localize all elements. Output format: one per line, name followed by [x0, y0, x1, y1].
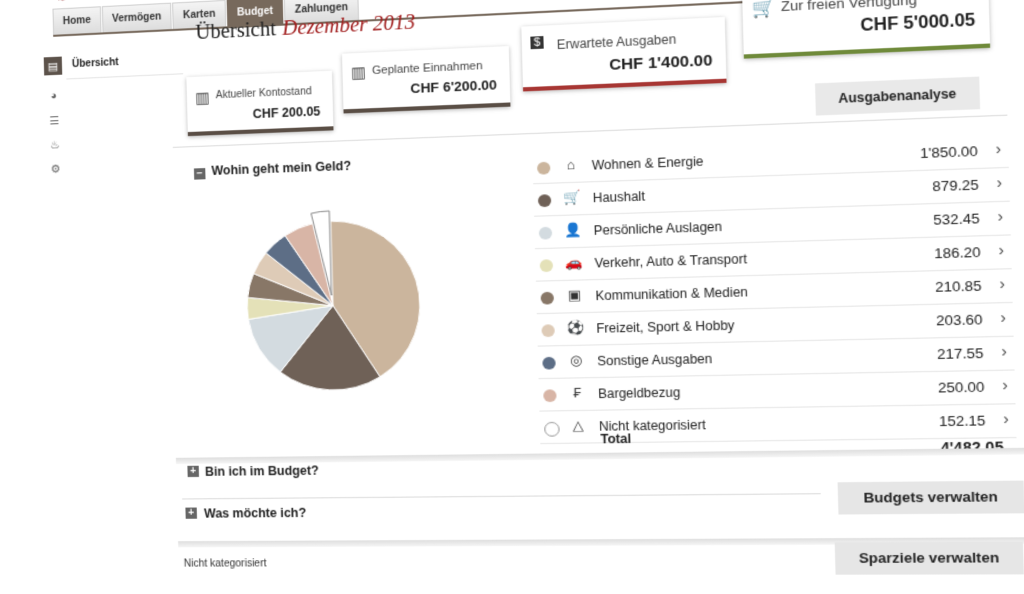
misc-icon: ◎	[567, 352, 585, 369]
available-value: CHF 5'000.05	[860, 12, 975, 37]
footer-text: Nicht kategorisiert	[184, 558, 267, 569]
pie-icon[interactable]: ◕	[44, 87, 63, 106]
income-label: Geplante Einnahmen	[372, 60, 483, 77]
category-name: Haushalt	[593, 189, 646, 205]
sidebar-item-label[interactable]: Übersicht	[72, 57, 119, 70]
chevron-right-icon[interactable]: ›	[999, 275, 1005, 293]
chevron-right-icon[interactable]: ›	[1003, 410, 1009, 428]
cart-icon: 🛒	[563, 189, 581, 206]
section-band	[176, 448, 1024, 464]
income-value: CHF 6'200.00	[410, 77, 497, 96]
category-amount: 1'850.00	[920, 143, 978, 161]
sidebar-divider	[66, 73, 183, 79]
balance-value: CHF 200.05	[253, 104, 321, 121]
house-icon: ⌂	[562, 156, 580, 172]
category-name: Wohnen & Energie	[592, 154, 704, 173]
manage-savings-button[interactable]: Sparziele verwalten	[835, 542, 1024, 575]
total-label: Total	[600, 431, 631, 446]
category-color-dot	[541, 292, 554, 305]
category-color-dot	[540, 259, 553, 272]
chevron-right-icon[interactable]: ›	[1002, 376, 1008, 394]
category-list: ⌂ Wohnen & Energie 1'850.00 › 🛒 Haushalt 879.2…	[532, 134, 1016, 444]
expense-pie-chart	[231, 189, 437, 400]
chevron-right-icon[interactable]: ›	[996, 174, 1002, 192]
category-color-dot	[537, 162, 550, 175]
expand-icon[interactable]: +	[185, 508, 197, 519]
list-icon[interactable]: ☰	[45, 111, 64, 130]
section-want-title[interactable]: Was möchte ich?	[204, 506, 306, 521]
category-color-dot	[539, 227, 552, 240]
balance-label: Aktueller Kontostand	[216, 86, 312, 101]
available-card: 🛒 Zur freien Verfügung CHF 5'000.05	[742, 0, 990, 59]
category-name: Verkehr, Auto & Transport	[594, 252, 747, 271]
gear-icon[interactable]: ⚙	[46, 159, 65, 178]
section-where-title[interactable]: Wohin geht mein Geld?	[211, 159, 351, 178]
category-amount: 217.55	[937, 345, 984, 362]
category-amount: 152.15	[939, 412, 986, 429]
expenses-card: $ Erwartete Ausgaben CHF 1'400.00	[521, 17, 726, 92]
car-icon: 🚗	[565, 254, 583, 271]
sidebar: ▤ Übersicht ◕ ☰ ♨ ⚙	[44, 51, 193, 319]
chevron-right-icon[interactable]: ›	[997, 207, 1003, 225]
chevron-right-icon[interactable]: ›	[998, 241, 1004, 259]
dollar-icon: $	[530, 36, 544, 49]
person-icon: 👤	[564, 222, 582, 239]
category-amount: 879.25	[932, 177, 979, 195]
ball-icon: ⚽	[566, 319, 584, 336]
overview-icon[interactable]: ▤	[44, 57, 63, 76]
media-icon: ▣	[566, 287, 584, 304]
analysis-button[interactable]: Ausgabenanalyse	[815, 77, 980, 116]
category-color-dot	[542, 357, 555, 370]
category-amount: 532.45	[933, 210, 980, 228]
chevron-right-icon[interactable]: ›	[1001, 342, 1007, 360]
available-label: Zur freien Verfügung	[781, 0, 917, 14]
bank-logo: ❧	[57, 0, 67, 5]
section-divider	[182, 493, 821, 499]
category-amount: 210.85	[935, 278, 982, 295]
income-icon: ▥	[351, 63, 366, 82]
category-name: Kommunikation & Medien	[595, 285, 748, 304]
balance-card: ▥ Aktueller Kontostand CHF 200.05	[186, 71, 333, 136]
category-name: Bargeldbezug	[598, 385, 680, 401]
coins-icon: ▥	[195, 88, 210, 107]
category-color-dot	[544, 422, 560, 437]
cart-icon: 🛒	[751, 0, 776, 20]
chevron-right-icon[interactable]: ›	[1000, 309, 1006, 327]
expenses-label: Erwartete Ausgaben	[557, 32, 677, 52]
category-name: Sonstige Ausgaben	[597, 352, 712, 369]
page-title-text: Übersicht	[195, 18, 276, 44]
category-amount: 250.00	[938, 379, 985, 396]
category-color-dot	[538, 194, 551, 207]
chevron-right-icon[interactable]: ›	[995, 140, 1001, 158]
category-amount: 186.20	[934, 244, 981, 262]
section-budget-title[interactable]: Bin ich im Budget?	[205, 463, 319, 479]
piggy-icon[interactable]: ♨	[46, 135, 65, 154]
tab-home[interactable]: Home	[52, 6, 101, 36]
cone-icon: △	[569, 417, 587, 434]
cash-icon: ₣	[568, 385, 586, 401]
category-color-dot	[543, 389, 556, 402]
category-name: Freizeit, Sport & Hobby	[596, 318, 735, 336]
category-color-dot	[541, 324, 554, 337]
expenses-value: CHF 1'400.00	[609, 52, 713, 75]
manage-budgets-button[interactable]: Budgets verwalten	[838, 481, 1024, 515]
expand-icon[interactable]: +	[187, 466, 199, 477]
category-amount: 203.60	[936, 311, 983, 328]
collapse-icon[interactable]: −	[194, 168, 206, 180]
income-card: ▥ Geplante Einnahmen CHF 6'200.00	[342, 46, 510, 113]
category-name: Persönliche Auslagen	[593, 219, 722, 238]
